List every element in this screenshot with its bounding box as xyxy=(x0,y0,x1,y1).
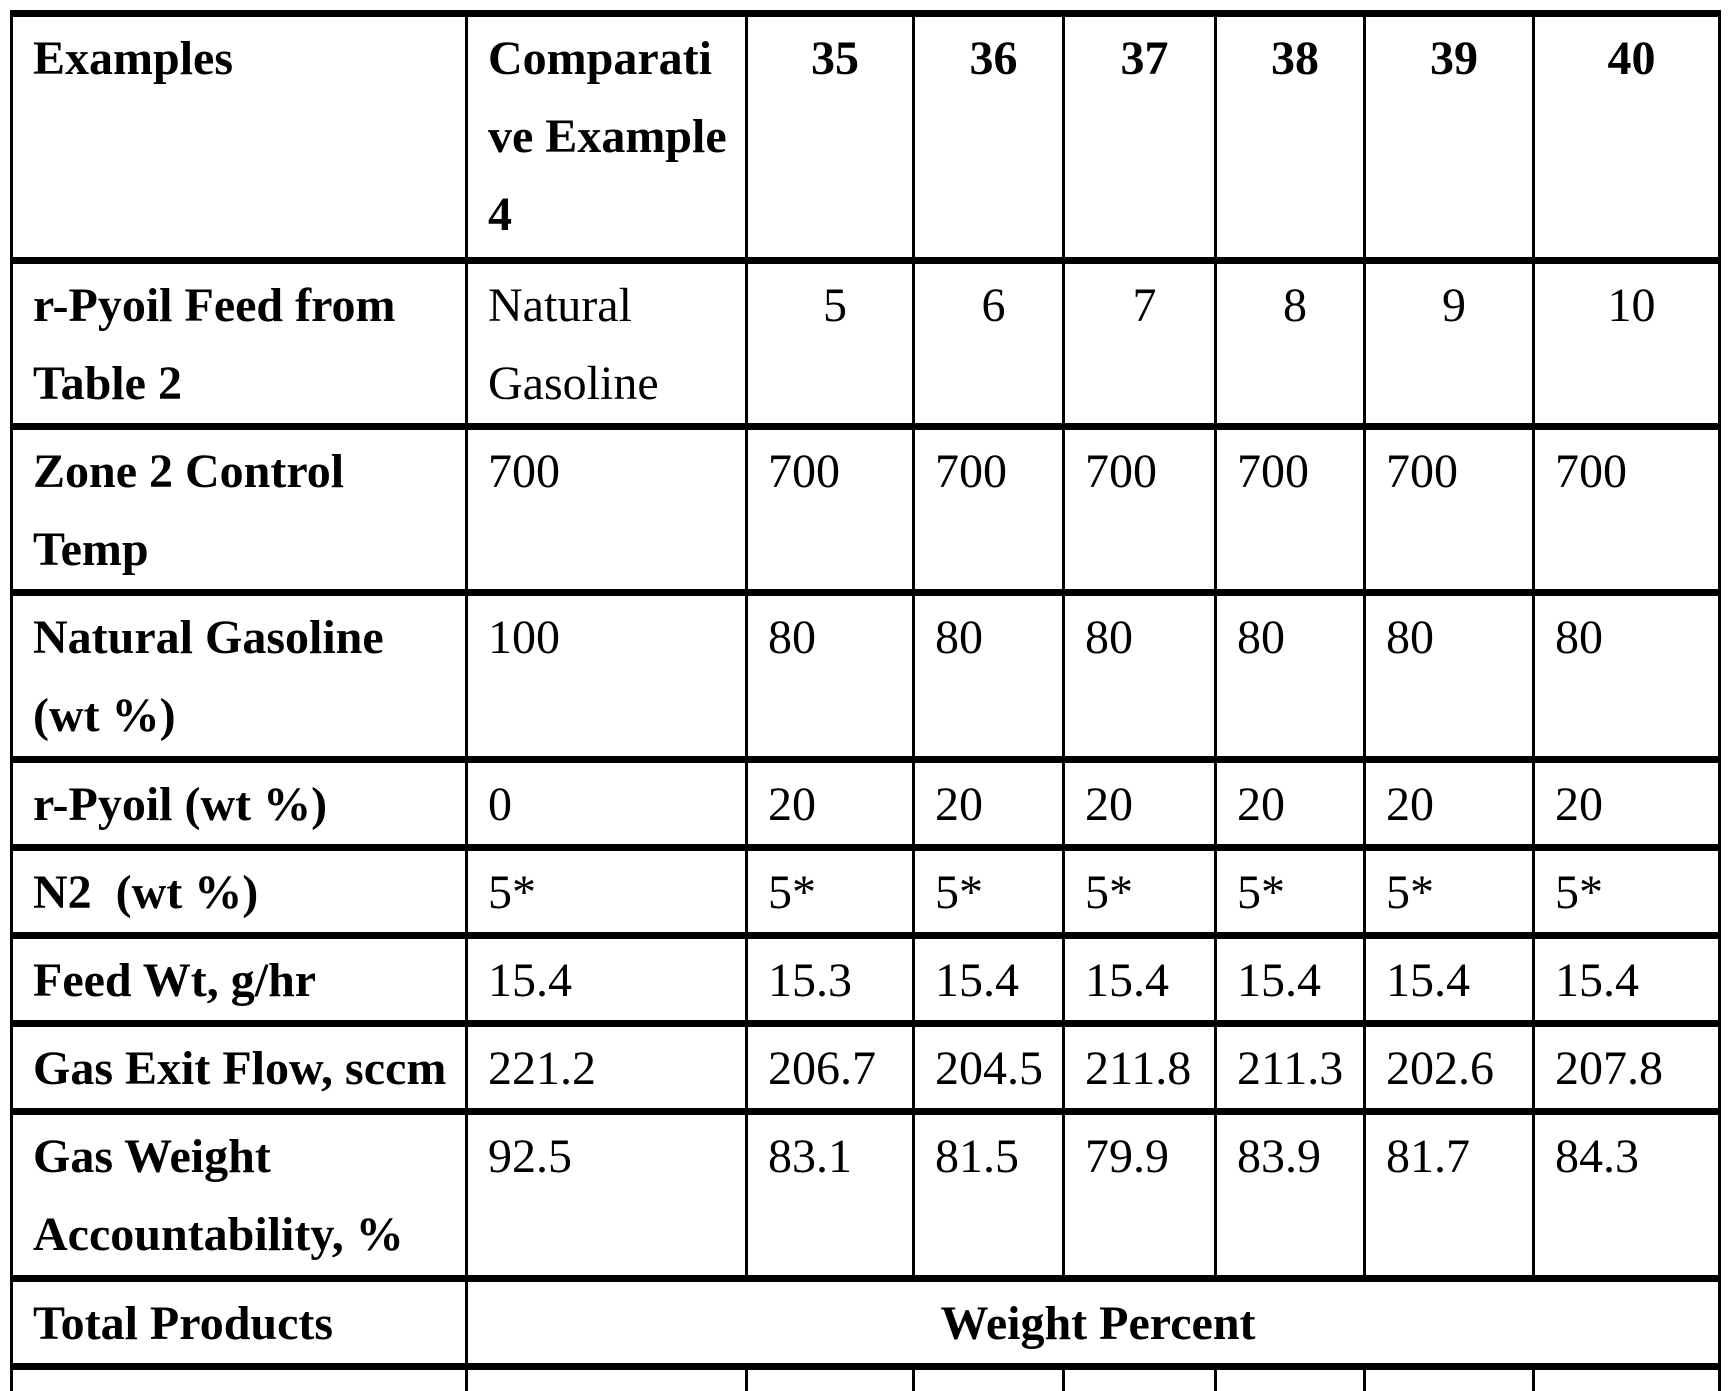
table-cell: 700 xyxy=(1214,423,1366,596)
examples-data-table: Examples Comparati ve Example 4 35 36 37… xyxy=(10,10,1721,1391)
row-label-total-products: Total Products xyxy=(10,1275,468,1370)
table-row: C6+ 9.54 7.86 6.32 8.05 7.23 7.15 5.75 xyxy=(10,1363,1721,1391)
table-cell: 15.4 xyxy=(1363,932,1535,1027)
table-cell: 5* xyxy=(745,844,915,939)
table-cell: 5* xyxy=(1214,844,1366,939)
table-cell: 211.3 xyxy=(1214,1020,1366,1115)
table-cell: 9.54 xyxy=(465,1363,748,1391)
table-cell: 5* xyxy=(1532,844,1721,939)
table-cell: 6.32 xyxy=(912,1363,1065,1391)
table-cell: 8 xyxy=(1214,257,1366,430)
table-cell: 7.23 xyxy=(1214,1363,1366,1391)
table-cell: 206.7 xyxy=(745,1020,915,1115)
column-header-39: 39 xyxy=(1363,10,1535,264)
table-cell: 20 xyxy=(745,756,915,851)
table-cell: 81.7 xyxy=(1363,1108,1535,1282)
table-cell: 9 xyxy=(1363,257,1535,430)
table-cell: Natural Gasoline xyxy=(465,257,748,430)
table-cell: 202.6 xyxy=(1363,1020,1535,1115)
table-cell: 15.4 xyxy=(465,932,748,1027)
row-label-c6plus: C6+ xyxy=(10,1363,468,1391)
table-row: Natural Gasoline (wt %) 100 80 80 80 80 … xyxy=(10,589,1721,763)
row-label-feed-wt: Feed Wt, g/hr xyxy=(10,932,468,1027)
table-cell: 83.9 xyxy=(1214,1108,1366,1282)
table-row: Total Products Weight Percent xyxy=(10,1275,1721,1370)
table-row: Gas Exit Flow, sccm 221.2 206.7 204.5 21… xyxy=(10,1020,1721,1115)
table-cell: 20 xyxy=(1363,756,1535,851)
table-row: N2 (wt %) 5* 5* 5* 5* 5* 5* 5* xyxy=(10,844,1721,939)
table-cell: 7.15 xyxy=(1363,1363,1535,1391)
column-header-38: 38 xyxy=(1214,10,1366,264)
table-cell: 100 xyxy=(465,589,748,763)
table-cell: 221.2 xyxy=(465,1020,748,1115)
table-cell: 80 xyxy=(1214,589,1366,763)
table-cell: 5.75 xyxy=(1532,1363,1721,1391)
table-row: r-Pyoil Feed from Table 2 Natural Gasoli… xyxy=(10,257,1721,430)
table-cell: 20 xyxy=(912,756,1065,851)
row-label-n2-wt: N2 (wt %) xyxy=(10,844,468,939)
table-cell: 700 xyxy=(465,423,748,596)
table-cell: 15.3 xyxy=(745,932,915,1027)
table-cell: 211.8 xyxy=(1062,1020,1217,1115)
table-cell: 5* xyxy=(1062,844,1217,939)
table-cell: 15.4 xyxy=(1214,932,1366,1027)
table-cell: 15.4 xyxy=(1532,932,1721,1027)
row-label-gas-exit-flow: Gas Exit Flow, sccm xyxy=(10,1020,468,1115)
table-cell: 6 xyxy=(912,257,1065,430)
row-label-examples: Examples xyxy=(10,10,468,264)
table-cell: 700 xyxy=(912,423,1065,596)
table-cell: 80 xyxy=(1363,589,1535,763)
table-cell: 80 xyxy=(1062,589,1217,763)
table-cell: 20 xyxy=(1062,756,1217,851)
table-cell: 5* xyxy=(465,844,748,939)
table-cell: 83.1 xyxy=(745,1108,915,1282)
table-cell: 92.5 xyxy=(465,1108,748,1282)
table-cell: 15.4 xyxy=(1062,932,1217,1027)
table-cell: 700 xyxy=(1062,423,1217,596)
column-header-40: 40 xyxy=(1532,10,1721,264)
table-cell: 7.86 xyxy=(745,1363,915,1391)
table-cell: 10 xyxy=(1532,257,1721,430)
row-label-gas-weight-accountability: Gas Weight Accountability, % xyxy=(10,1108,468,1282)
table-row: Examples Comparati ve Example 4 35 36 37… xyxy=(10,10,1721,264)
table-cell: 700 xyxy=(1363,423,1535,596)
column-header-36: 36 xyxy=(912,10,1065,264)
table-cell: 15.4 xyxy=(912,932,1065,1027)
table-row: Feed Wt, g/hr 15.4 15.3 15.4 15.4 15.4 1… xyxy=(10,932,1721,1027)
table-cell: 5* xyxy=(1363,844,1535,939)
table-cell: 8.05 xyxy=(1062,1363,1217,1391)
table-cell: 207.8 xyxy=(1532,1020,1721,1115)
row-label-rpyoil-feed: r-Pyoil Feed from Table 2 xyxy=(10,257,468,430)
row-label-rpyoil-wt: r-Pyoil (wt %) xyxy=(10,756,468,851)
table-row: Zone 2 Control Temp 700 700 700 700 700 … xyxy=(10,423,1721,596)
table-cell: 81.5 xyxy=(912,1108,1065,1282)
table-cell: 5* xyxy=(912,844,1065,939)
table-cell: 80 xyxy=(745,589,915,763)
table-cell: 20 xyxy=(1214,756,1366,851)
table-cell: 5 xyxy=(745,257,915,430)
table-cell: 79.9 xyxy=(1062,1108,1217,1282)
cell-comparative-example: Comparati ve Example 4 xyxy=(465,10,748,264)
table-cell: 700 xyxy=(1532,423,1721,596)
merged-cell-weight-percent: Weight Percent xyxy=(465,1275,1721,1370)
table-cell: 84.3 xyxy=(1532,1108,1721,1282)
table-row: Gas Weight Accountability, % 92.5 83.1 8… xyxy=(10,1108,1721,1282)
row-label-zone2-temp: Zone 2 Control Temp xyxy=(10,423,468,596)
column-header-37: 37 xyxy=(1062,10,1217,264)
table-cell: 80 xyxy=(1532,589,1721,763)
table-cell: 7 xyxy=(1062,257,1217,430)
table-cell: 0 xyxy=(465,756,748,851)
row-label-natural-gasoline: Natural Gasoline (wt %) xyxy=(10,589,468,763)
table-cell: 20 xyxy=(1532,756,1721,851)
table-cell: 80 xyxy=(912,589,1065,763)
table-row: r-Pyoil (wt %) 0 20 20 20 20 20 20 xyxy=(10,756,1721,851)
table-cell: 700 xyxy=(745,423,915,596)
column-header-35: 35 xyxy=(745,10,915,264)
table-cell: 204.5 xyxy=(912,1020,1065,1115)
